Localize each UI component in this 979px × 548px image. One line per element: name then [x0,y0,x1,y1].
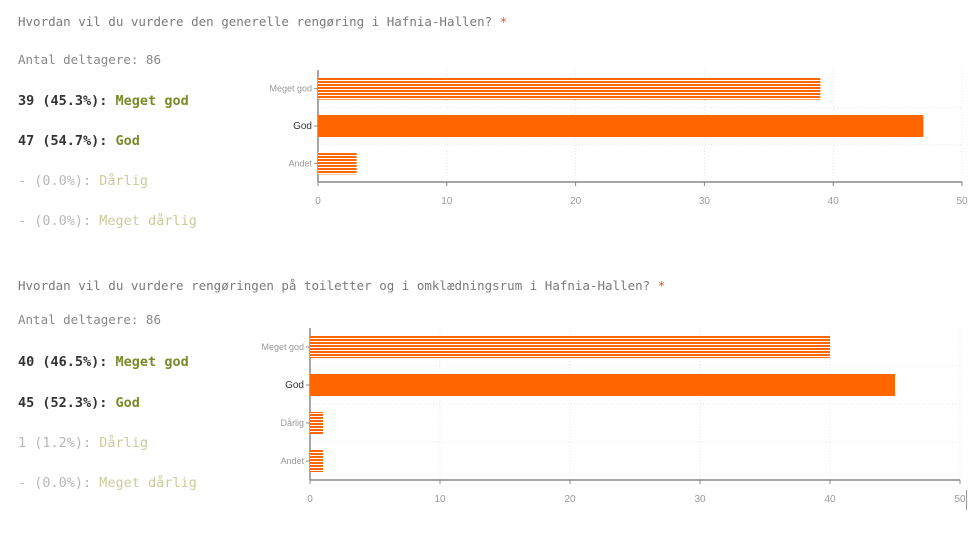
result-label: God [115,395,140,411]
x-tick-label: 30 [694,494,706,505]
question-label: Hvordan vil du vurdere rengøringen på to… [18,278,651,293]
participant-count: Antal deltagere: 86 [18,52,161,67]
result-label: Dårlig [99,435,149,451]
result-darlig: - (0.0%): Dårlig [18,173,148,189]
question-text: Hvordan vil du vurdere den generelle ren… [18,14,507,29]
result-count: 47 (54.7%): [18,133,108,149]
x-tick-label: 40 [828,196,840,207]
bar [310,374,895,396]
bar [310,336,830,358]
y-tick-label: Meget god [269,84,312,94]
bar [318,115,924,137]
scroll-edge-marker [966,490,967,510]
result-label: Dårlig [99,173,149,189]
x-tick-label: 40 [824,494,836,505]
x-tick-label: 0 [315,196,321,207]
result-darlig: 1 (1.2%): Dårlig [18,435,148,451]
x-tick-label: 50 [956,196,968,207]
x-tick-label: 30 [699,196,711,207]
result-god: 45 (52.3%): God [18,395,140,411]
result-count: 40 (46.5%): [18,354,108,370]
result-meget-darlig: - (0.0%): Meget dårlig [18,213,197,229]
x-tick-label: 20 [564,494,576,505]
y-tick-label: Meget god [261,342,304,352]
result-label: Meget dårlig [99,213,197,229]
required-marker: * [499,14,508,29]
x-tick-label: 10 [441,196,453,207]
x-tick-label: 10 [434,494,446,505]
x-tick-label: 50 [954,494,966,505]
result-label: Meget god [115,93,189,109]
question-label: Hvordan vil du vurdere den generelle ren… [18,14,493,29]
result-meget-god: 40 (46.5%): Meget god [18,354,189,370]
bar [318,152,357,175]
bar [318,77,821,100]
question-text: Hvordan vil du vurdere rengøringen på to… [18,278,665,293]
result-count: - (0.0%): [18,173,92,189]
result-label: Meget god [115,354,189,370]
y-tick-label: God [293,121,312,132]
y-tick-label: Andet [288,158,312,168]
required-marker: * [657,278,666,293]
bar-chart-1: 0 10 20 30 40 50 Meget god God Andet [269,70,968,207]
x-tick-label: 20 [570,196,582,207]
result-meget-darlig: - (0.0%): Meget dårlig [18,475,197,491]
y-tick-label: God [285,380,304,391]
result-god: 47 (54.7%): God [18,133,140,149]
participant-count: Antal deltagere: 86 [18,312,161,327]
result-count: 39 (45.3%): [18,93,108,109]
survey-block-1: Hvordan vil du vurdere den generelle ren… [0,0,979,260]
result-label: Meget dårlig [99,475,197,491]
result-count: - (0.0%): [18,475,92,491]
bar [310,450,323,472]
y-tick-label: Dårlig [280,418,304,428]
result-meget-god: 39 (45.3%): Meget god [18,93,189,109]
result-label: God [115,133,140,149]
result-count: 45 (52.3%): [18,395,108,411]
survey-block-2: Hvordan vil du vurdere rengøringen på to… [0,268,979,548]
result-count: - (0.0%): [18,213,92,229]
y-tick-label: Andet [280,456,304,466]
result-count: 1 (1.2%): [18,435,92,451]
x-tick-label: 0 [307,494,313,505]
bar [310,412,323,434]
